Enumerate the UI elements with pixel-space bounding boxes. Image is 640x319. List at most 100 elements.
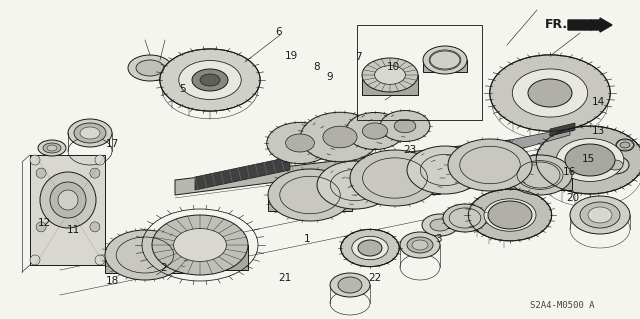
Ellipse shape [192, 69, 228, 91]
Ellipse shape [536, 126, 640, 194]
Ellipse shape [374, 66, 405, 84]
Ellipse shape [50, 182, 86, 218]
Ellipse shape [200, 74, 220, 86]
Ellipse shape [330, 273, 370, 297]
Ellipse shape [362, 123, 388, 139]
Ellipse shape [285, 134, 314, 152]
Ellipse shape [80, 127, 100, 139]
Ellipse shape [490, 55, 611, 131]
Text: 15: 15 [582, 154, 595, 165]
Ellipse shape [338, 277, 362, 293]
Ellipse shape [468, 189, 552, 241]
Ellipse shape [448, 139, 532, 191]
Polygon shape [152, 245, 248, 270]
Ellipse shape [43, 143, 61, 153]
Text: 10: 10 [387, 62, 400, 72]
Ellipse shape [412, 240, 428, 250]
Ellipse shape [128, 55, 172, 81]
Text: 17: 17 [106, 138, 118, 149]
Ellipse shape [36, 168, 46, 178]
Polygon shape [30, 155, 105, 265]
Polygon shape [350, 178, 440, 194]
Ellipse shape [488, 201, 532, 229]
Text: 14: 14 [592, 97, 605, 107]
Ellipse shape [179, 61, 241, 100]
Polygon shape [443, 218, 487, 228]
Polygon shape [175, 140, 510, 195]
Ellipse shape [601, 156, 629, 174]
Polygon shape [423, 60, 467, 72]
Ellipse shape [616, 139, 634, 151]
Ellipse shape [607, 160, 623, 170]
Ellipse shape [105, 230, 185, 280]
Ellipse shape [30, 255, 40, 265]
Ellipse shape [323, 126, 357, 148]
Polygon shape [510, 128, 570, 152]
Polygon shape [550, 123, 575, 136]
Polygon shape [268, 195, 352, 211]
Ellipse shape [317, 161, 393, 209]
Text: 2: 2 [160, 263, 166, 273]
Text: FR.: FR. [545, 18, 568, 31]
Text: 21: 21 [278, 272, 291, 283]
Ellipse shape [40, 172, 96, 228]
Text: S2A4-M0500 A: S2A4-M0500 A [530, 300, 595, 309]
Ellipse shape [423, 46, 467, 74]
Text: 11: 11 [67, 225, 80, 235]
Ellipse shape [47, 145, 57, 151]
Ellipse shape [95, 255, 105, 265]
Ellipse shape [152, 215, 248, 275]
Text: 7: 7 [355, 52, 362, 63]
FancyArrow shape [568, 18, 612, 32]
Ellipse shape [340, 229, 399, 267]
Polygon shape [448, 165, 532, 181]
Ellipse shape [484, 199, 536, 231]
Text: 1: 1 [304, 234, 310, 244]
Ellipse shape [74, 123, 106, 143]
Polygon shape [317, 185, 393, 201]
Ellipse shape [407, 237, 433, 253]
Ellipse shape [90, 222, 100, 232]
Polygon shape [508, 175, 572, 190]
Ellipse shape [160, 49, 260, 111]
Text: 5: 5 [179, 84, 186, 94]
Text: 8: 8 [314, 62, 320, 72]
Ellipse shape [30, 155, 40, 165]
Text: 16: 16 [563, 167, 576, 177]
Ellipse shape [620, 142, 630, 148]
Ellipse shape [95, 155, 105, 165]
Ellipse shape [58, 190, 78, 210]
Polygon shape [105, 255, 185, 273]
Ellipse shape [301, 112, 380, 162]
Ellipse shape [346, 113, 404, 150]
Ellipse shape [588, 207, 612, 223]
Text: 6: 6 [275, 27, 282, 37]
Ellipse shape [407, 146, 483, 194]
Text: 9: 9 [326, 71, 333, 82]
Text: 3: 3 [435, 234, 442, 244]
Text: 22: 22 [368, 272, 381, 283]
Ellipse shape [358, 240, 382, 256]
Polygon shape [407, 170, 483, 186]
Ellipse shape [528, 79, 572, 107]
Ellipse shape [268, 169, 352, 221]
Ellipse shape [512, 69, 588, 117]
Ellipse shape [352, 236, 388, 260]
Ellipse shape [68, 119, 112, 147]
Ellipse shape [570, 196, 630, 234]
Text: 20: 20 [566, 193, 579, 203]
Ellipse shape [362, 58, 418, 92]
Ellipse shape [380, 110, 430, 141]
Ellipse shape [580, 202, 620, 228]
Ellipse shape [38, 140, 66, 156]
Ellipse shape [565, 144, 615, 176]
Ellipse shape [443, 204, 487, 232]
Text: 19: 19 [285, 51, 298, 61]
Text: 12: 12 [38, 218, 51, 228]
Ellipse shape [90, 168, 100, 178]
Ellipse shape [267, 122, 333, 164]
Text: 18: 18 [106, 276, 118, 286]
Ellipse shape [173, 228, 227, 262]
Ellipse shape [422, 214, 458, 236]
Ellipse shape [556, 138, 624, 182]
